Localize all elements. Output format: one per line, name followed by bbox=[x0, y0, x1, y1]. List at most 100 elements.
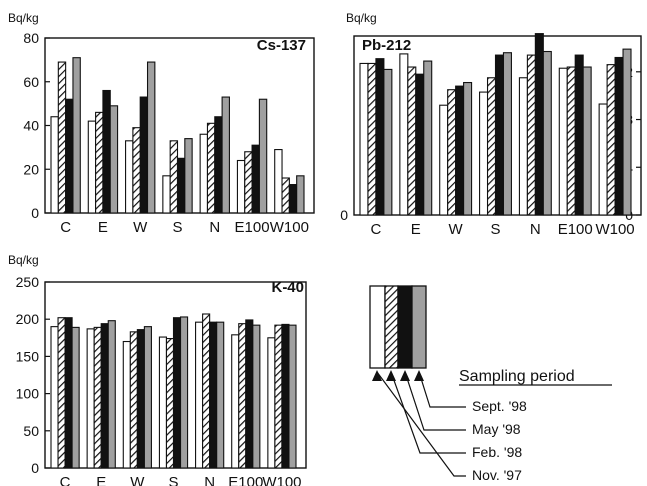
bar-pb212-c-may98 bbox=[375, 58, 385, 216]
chart-cs137: Bq/kg Cs-137 0 20 40 60 80 C E W S N E100 W100 bbox=[8, 11, 315, 236]
bar-cs137-w-may98 bbox=[139, 96, 149, 214]
legend-leader-feb98 bbox=[390, 371, 466, 454]
bar-pb212-n-nov97 bbox=[518, 77, 528, 216]
chart-cs137-ytick-label: 60 bbox=[23, 74, 39, 90]
bar-cs137-c-sept98 bbox=[72, 57, 81, 214]
chart-pb212-yzero-label: 0 bbox=[340, 207, 348, 223]
bar-cs137-w-sept98 bbox=[146, 61, 156, 214]
bar-pb212-s-feb98 bbox=[486, 77, 497, 216]
bar-k40-n-may98 bbox=[209, 321, 218, 469]
bar-pb212-n-sept98 bbox=[542, 50, 552, 216]
bar-cs137-c-feb98 bbox=[57, 61, 67, 214]
bar-k40-s-nov97 bbox=[158, 336, 168, 469]
chart-cs137-ylabel: Bq/kg bbox=[8, 11, 39, 25]
chart-pb212-category-label: C bbox=[371, 221, 382, 238]
bar-cs137-s-sept98 bbox=[184, 138, 193, 214]
chart-k40-title: K-40 bbox=[271, 279, 304, 296]
bar-cs137-w100-may98 bbox=[288, 184, 298, 214]
bar-pb212-e-sept98 bbox=[423, 60, 433, 216]
bar-pb212-n-may98 bbox=[534, 33, 544, 216]
chart-cs137-category-label: E100 bbox=[235, 219, 270, 236]
bar-pb212-s-sept98 bbox=[502, 52, 512, 216]
legend-label-may98: May '98 bbox=[472, 421, 521, 437]
chart-k40-ytick-label: 50 bbox=[23, 423, 39, 439]
bar-pb212-s-may98 bbox=[494, 54, 505, 216]
bar-pb212-w-feb98 bbox=[447, 89, 457, 216]
legend-swatch-may98 bbox=[397, 285, 413, 369]
bar-cs137-e100-nov97 bbox=[236, 159, 246, 214]
bar-pb212-e-feb98 bbox=[407, 66, 417, 216]
bar-k40-w100-may98 bbox=[281, 323, 290, 469]
bar-cs137-e-may98 bbox=[102, 89, 111, 214]
bar-k40-e100-may98 bbox=[245, 319, 254, 469]
chart-pb212-category-label: N bbox=[530, 221, 541, 238]
chart-k40-ylabel: Bq/kg bbox=[8, 253, 39, 267]
bar-pb212-w100-may98 bbox=[614, 56, 624, 216]
bar-cs137-w100-nov97 bbox=[274, 149, 283, 214]
chart-k40-category-label: C bbox=[60, 474, 71, 486]
bar-k40-n-feb98 bbox=[202, 313, 211, 469]
chart-cs137-category-label: W100 bbox=[270, 219, 309, 236]
bar-k40-e100-feb98 bbox=[238, 323, 247, 469]
chart-k40-category-label: E100 bbox=[228, 474, 263, 486]
bar-k40-e-feb98 bbox=[93, 326, 102, 469]
bar-cs137-n-nov97 bbox=[199, 133, 209, 214]
chart-k40-ytick-label: 100 bbox=[16, 386, 40, 402]
bar-k40-w-feb98 bbox=[129, 331, 138, 469]
bar-pb212-e100-sept98 bbox=[582, 66, 592, 216]
chart-k40-ytick-label: 0 bbox=[31, 460, 39, 476]
legend-arrowhead-may98 bbox=[400, 370, 410, 381]
chart-pb212-category-label: S bbox=[490, 221, 500, 238]
legend-leader-sept98 bbox=[418, 371, 466, 408]
bar-pb212-w100-feb98 bbox=[606, 64, 616, 216]
bar-k40-c-nov97 bbox=[50, 326, 59, 469]
legend-label-sept98: Sept. '98 bbox=[472, 398, 527, 414]
chart-k40-ytick-label: 200 bbox=[16, 311, 40, 327]
chart-k40-category-label: N bbox=[204, 474, 215, 486]
chart-pb212-title: Pb-212 bbox=[362, 37, 411, 54]
bar-cs137-e-nov97 bbox=[87, 120, 97, 214]
bar-pb212-n-feb98 bbox=[526, 54, 536, 216]
bar-k40-n-sept98 bbox=[216, 321, 225, 469]
chart-pb212-category-label: E100 bbox=[558, 221, 593, 238]
bar-cs137-e100-feb98 bbox=[244, 151, 253, 214]
bar-cs137-e100-sept98 bbox=[258, 98, 268, 214]
bar-pb212-e100-may98 bbox=[574, 54, 584, 216]
chart-k40-category-label: W100 bbox=[262, 474, 301, 486]
bar-k40-w-nov97 bbox=[122, 340, 131, 469]
bar-k40-w-sept98 bbox=[143, 326, 152, 469]
bar-k40-w100-sept98 bbox=[288, 324, 297, 469]
bar-k40-w100-nov97 bbox=[267, 337, 276, 469]
bar-cs137-s-feb98 bbox=[169, 140, 179, 214]
bar-pb212-w-nov97 bbox=[439, 104, 449, 216]
legend-swatch-sept98 bbox=[411, 285, 427, 369]
bar-cs137-n-feb98 bbox=[206, 122, 216, 214]
chart-cs137-category-label: E bbox=[98, 219, 108, 236]
legend-leader-may98 bbox=[404, 371, 466, 431]
bar-pb212-c-feb98 bbox=[367, 62, 377, 216]
chart-pb212-category-label: W100 bbox=[595, 221, 634, 238]
chart-k40-ytick-label: 150 bbox=[16, 348, 40, 364]
bar-k40-e-nov97 bbox=[86, 328, 95, 469]
legend-label-feb98: Feb. '98 bbox=[472, 444, 522, 460]
legend: Sampling period Sept. '98 May '98 Feb. '… bbox=[369, 285, 612, 483]
legend-arrowhead-sept98 bbox=[414, 370, 424, 381]
chart-k40-category-label: S bbox=[168, 474, 178, 486]
bar-k40-c-sept98 bbox=[71, 326, 80, 469]
chart-k40: Bq/kg K-40 0 50 100 150 200 250 C E W S N E100 W100 bbox=[8, 253, 307, 486]
bar-cs137-w-nov97 bbox=[125, 140, 134, 214]
chart-pb212-category-label: W bbox=[449, 221, 464, 238]
bar-k40-e100-sept98 bbox=[252, 324, 261, 469]
bar-cs137-e-sept98 bbox=[109, 105, 119, 214]
bar-cs137-e-feb98 bbox=[95, 111, 104, 214]
bar-cs137-w100-feb98 bbox=[281, 177, 290, 214]
bar-k40-n-nov97 bbox=[195, 321, 204, 469]
bar-cs137-w-feb98 bbox=[132, 127, 141, 214]
bar-k40-w100-feb98 bbox=[274, 324, 283, 469]
legend-swatch-feb98 bbox=[384, 285, 399, 369]
legend-leader-nov97 bbox=[376, 371, 466, 477]
bar-cs137-w100-sept98 bbox=[296, 175, 305, 214]
bar-cs137-n-sept98 bbox=[221, 96, 230, 214]
